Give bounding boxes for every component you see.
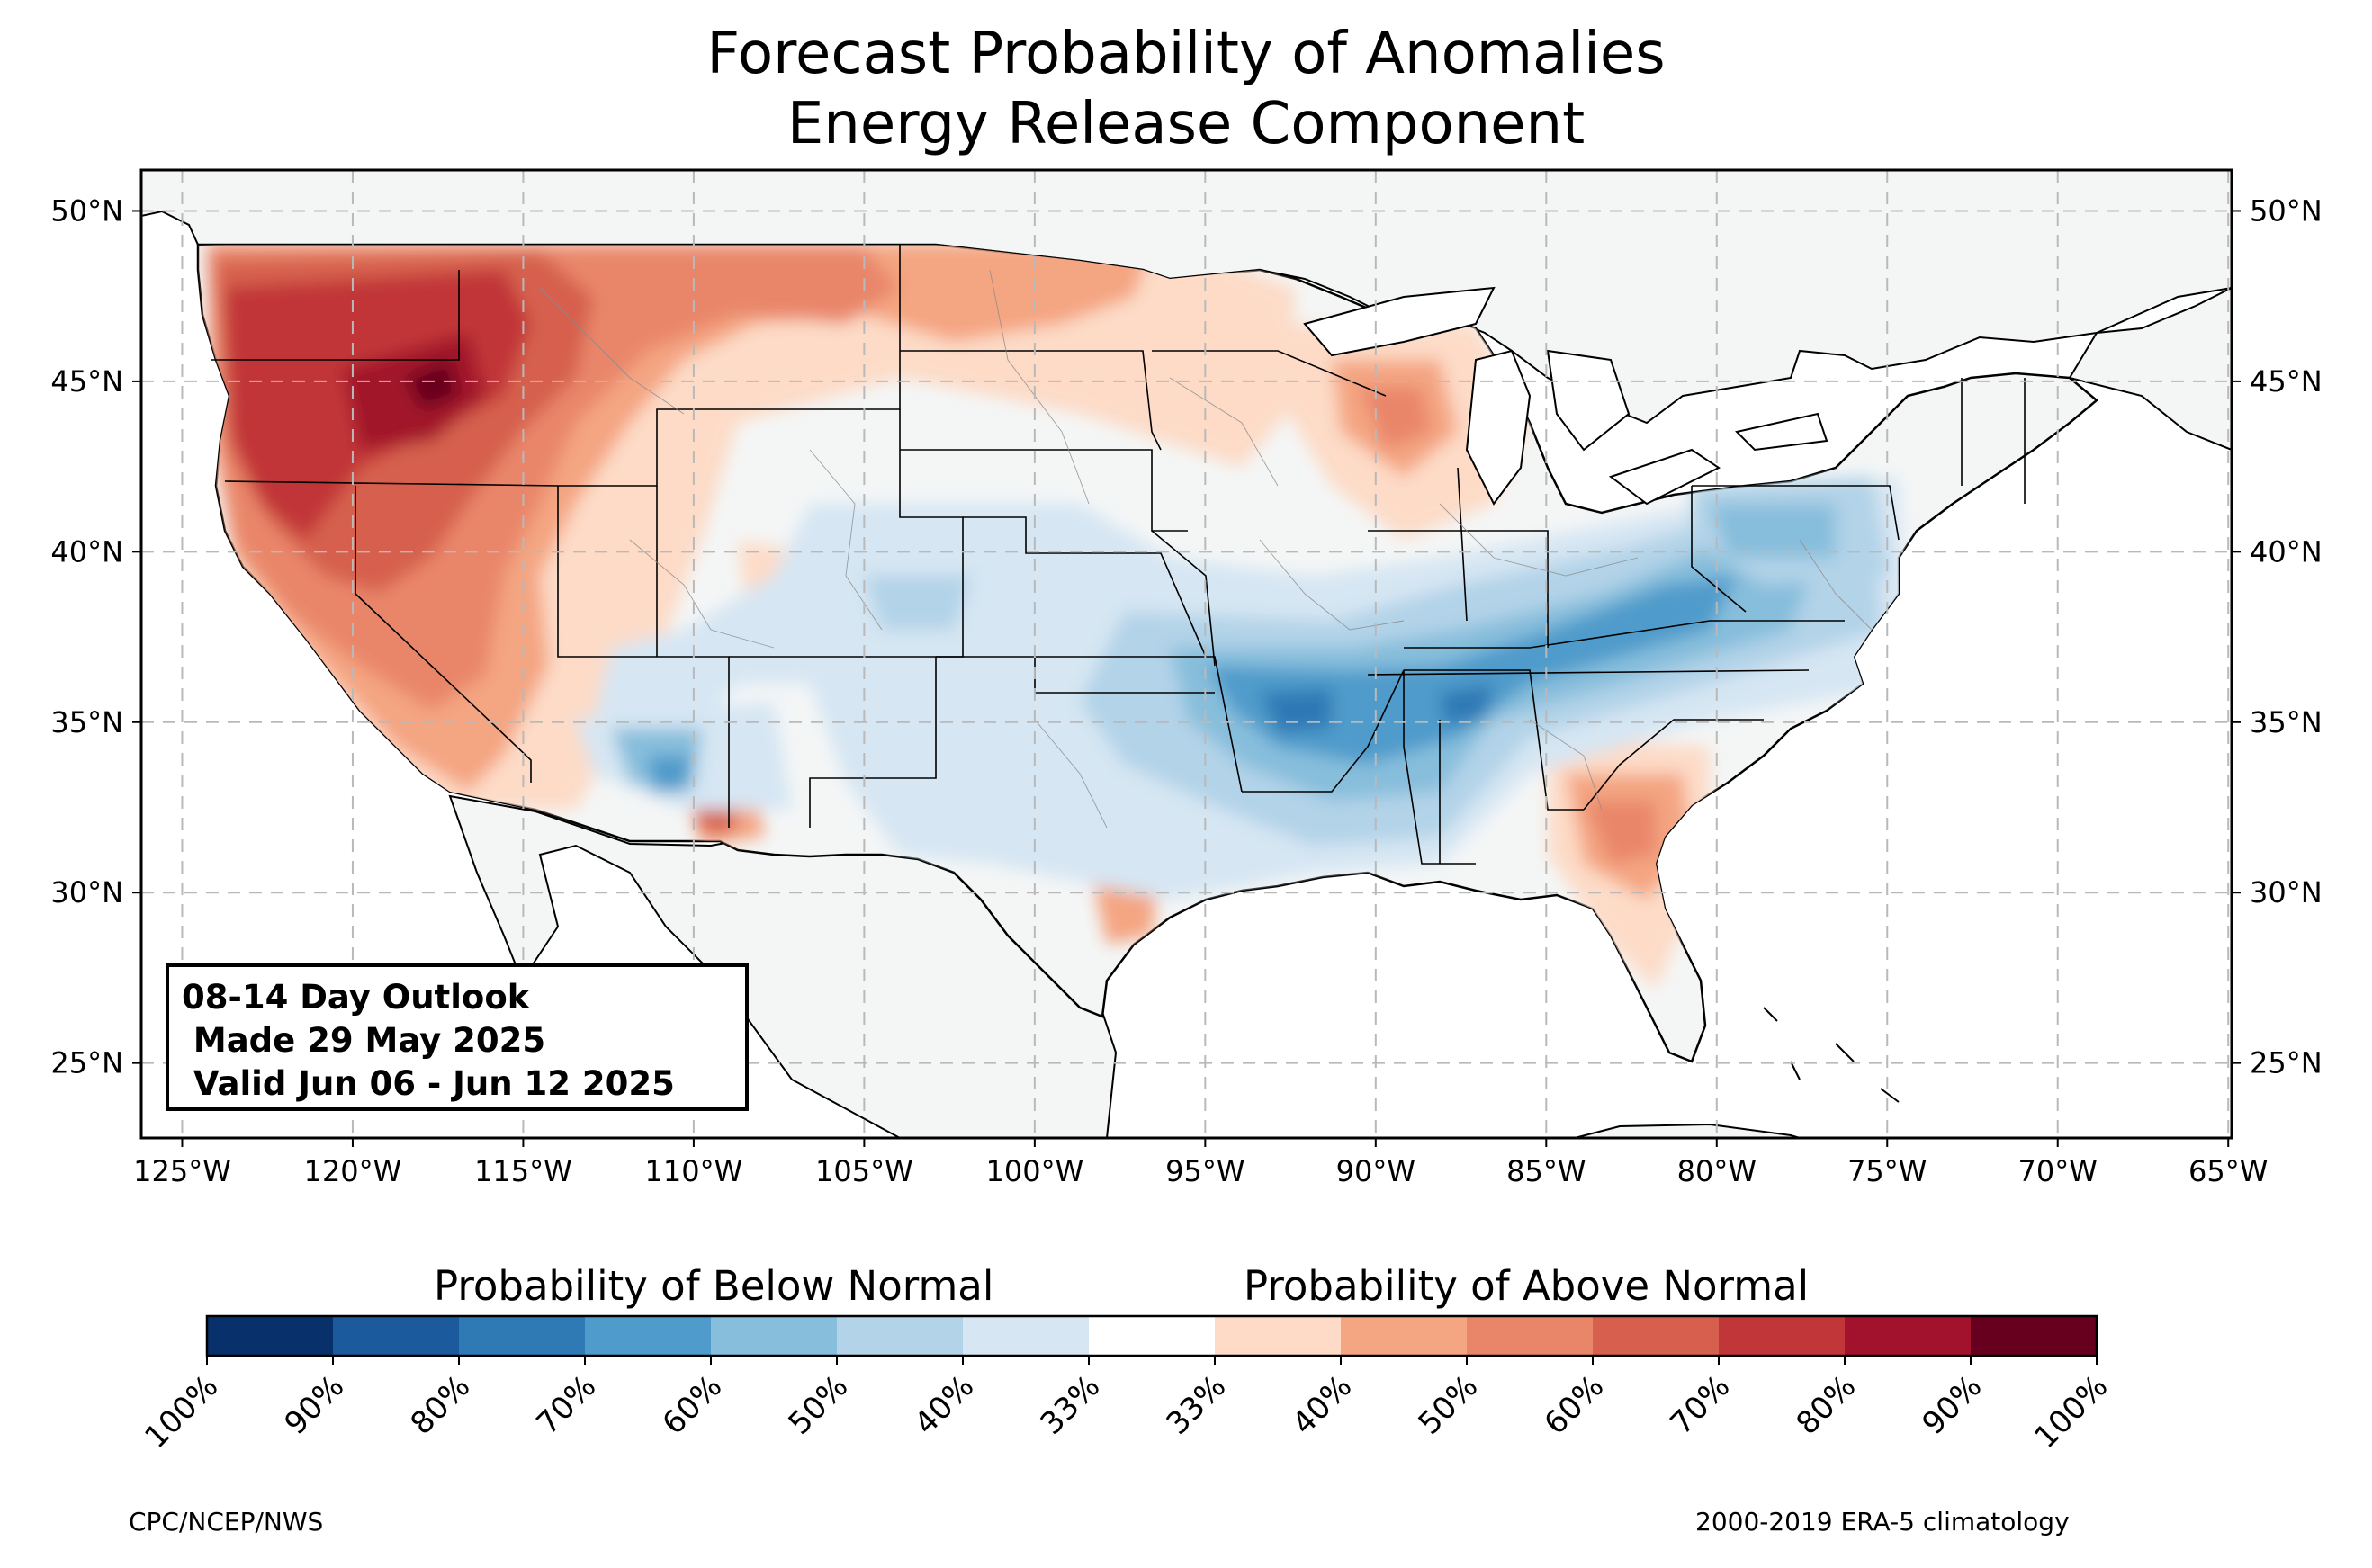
cuba-landmass <box>1574 1123 1801 1138</box>
colorbar-tick-label: 90% <box>278 1368 352 1442</box>
colorbar-segment <box>333 1316 460 1356</box>
colorbar-tick-label: 60% <box>1538 1368 1612 1442</box>
lon-tick-label: 65°W <box>2188 1154 2268 1188</box>
footer-climatology: 2000-2019 ERA-5 climatology <box>1695 1507 2070 1537</box>
colorbar-tick-label: 80% <box>404 1368 478 1442</box>
canadian-maritime-coast <box>2068 286 2232 452</box>
state-boundaries <box>211 245 2026 865</box>
lon-tick-label: 95°W <box>1165 1154 1244 1188</box>
outlook-info-box: 08-14 Day Outlook Made 29 May 2025 Valid… <box>166 963 749 1111</box>
lat-tick-label-right: 35°N <box>2250 705 2323 739</box>
map-title-line2: Energy Release Component <box>786 91 1586 157</box>
colorbar-segment <box>1971 1316 2098 1356</box>
colorbar-tick-label: 40% <box>1286 1368 1360 1442</box>
colorbar-tick-label: 90% <box>1916 1368 1990 1442</box>
colorbar-tick-label: 50% <box>782 1368 856 1442</box>
lon-tick-label: 90°W <box>1336 1154 1415 1188</box>
lon-tick-label: 120°W <box>304 1154 402 1188</box>
colorbar-segment <box>459 1316 586 1356</box>
lon-tick-label: 100°W <box>986 1154 1084 1188</box>
outlook-valid-dates: Valid Jun 06 - Jun 12 2025 <box>182 1064 675 1103</box>
colorbar-above-title: Probability of Above Normal <box>1244 1262 1810 1310</box>
lat-tick-label-left: 35°N <box>50 705 123 739</box>
lat-tick-label-left: 25°N <box>50 1046 123 1080</box>
lon-tick-label: 75°W <box>1847 1154 1927 1188</box>
lat-tick-label-right: 25°N <box>2250 1046 2323 1080</box>
lat-tick-label-right: 45°N <box>2250 364 2323 399</box>
colorbar: 100% 90% 80% 70% 60% 50% 40% 33% 33% 40% 50% 60% 70%… <box>138 1314 2115 1456</box>
lat-tick-label-left: 30°N <box>50 875 123 909</box>
lat-tick-label-right: 40°N <box>2250 534 2323 569</box>
map-title-line1: Forecast Probability of Anomalies <box>706 21 1666 87</box>
map-frame <box>139 168 2233 1140</box>
colorbar-segment <box>963 1316 1090 1356</box>
footer-credit: CPC/NCEP/NWS <box>129 1507 324 1537</box>
colorbar-segment <box>585 1316 712 1356</box>
colorbar-tick-label: 70% <box>530 1368 604 1442</box>
great-lakes <box>1303 286 1828 506</box>
lon-tick-label: 115°W <box>474 1154 572 1188</box>
colorbar-tick-label: 50% <box>1412 1368 1486 1442</box>
lat-tick-label-left: 40°N <box>50 534 123 569</box>
colorbar-tick-label: 40% <box>908 1368 982 1442</box>
bahamas-islands <box>1763 1007 1900 1103</box>
colorbar-segment <box>1845 1316 1972 1356</box>
colorbar-segment <box>1089 1316 1216 1356</box>
colorbar-segment <box>1719 1316 1846 1356</box>
lon-tick-label: 125°W <box>133 1154 231 1188</box>
colorbar-segment <box>207 1316 334 1356</box>
colorbar-outline <box>205 1314 2098 1357</box>
colorbar-segment <box>1467 1316 1594 1356</box>
colorbar-segment <box>1593 1316 1720 1356</box>
colorbar-tick-label: 70% <box>1664 1368 1738 1442</box>
outlook-period: 08-14 Day Outlook <box>182 978 530 1017</box>
lon-tick-label: 85°W <box>1506 1154 1586 1188</box>
axis-labels: 125°W 120°W 115°W 110°W 105°W 100°W 95°W 90°W 85… <box>50 193 2322 1188</box>
lat-tick-label-left: 45°N <box>50 364 123 399</box>
lon-tick-label: 70°W <box>2018 1154 2098 1188</box>
lon-tick-label: 110°W <box>645 1154 743 1188</box>
map-layers <box>141 170 2232 1138</box>
lat-tick-label-right: 50°N <box>2250 193 2323 228</box>
colorbar-tick-label: 60% <box>656 1368 730 1442</box>
colorbar-below-title: Probability of Below Normal <box>434 1262 994 1310</box>
colorbar-segment <box>837 1316 964 1356</box>
lon-tick-label: 80°W <box>1677 1154 1757 1188</box>
colorbar-segment <box>1215 1316 1342 1356</box>
colorbar-segment <box>711 1316 838 1356</box>
colorbar-segment <box>1341 1316 1468 1356</box>
colorbar-tick-label: 33% <box>1034 1368 1108 1442</box>
lat-tick-label-left: 50°N <box>50 193 123 228</box>
lat-tick-label-right: 30°N <box>2250 875 2323 909</box>
outlook-made-date: Made 29 May 2025 <box>182 1021 546 1060</box>
colorbar-tick-label: 80% <box>1790 1368 1864 1442</box>
lon-tick-label: 105°W <box>815 1154 913 1188</box>
colorbar-tick-label: 100% <box>138 1368 225 1456</box>
colorbar-tick-label: 100% <box>2027 1368 2115 1456</box>
colorbar-tick-label: 33% <box>1160 1368 1234 1442</box>
